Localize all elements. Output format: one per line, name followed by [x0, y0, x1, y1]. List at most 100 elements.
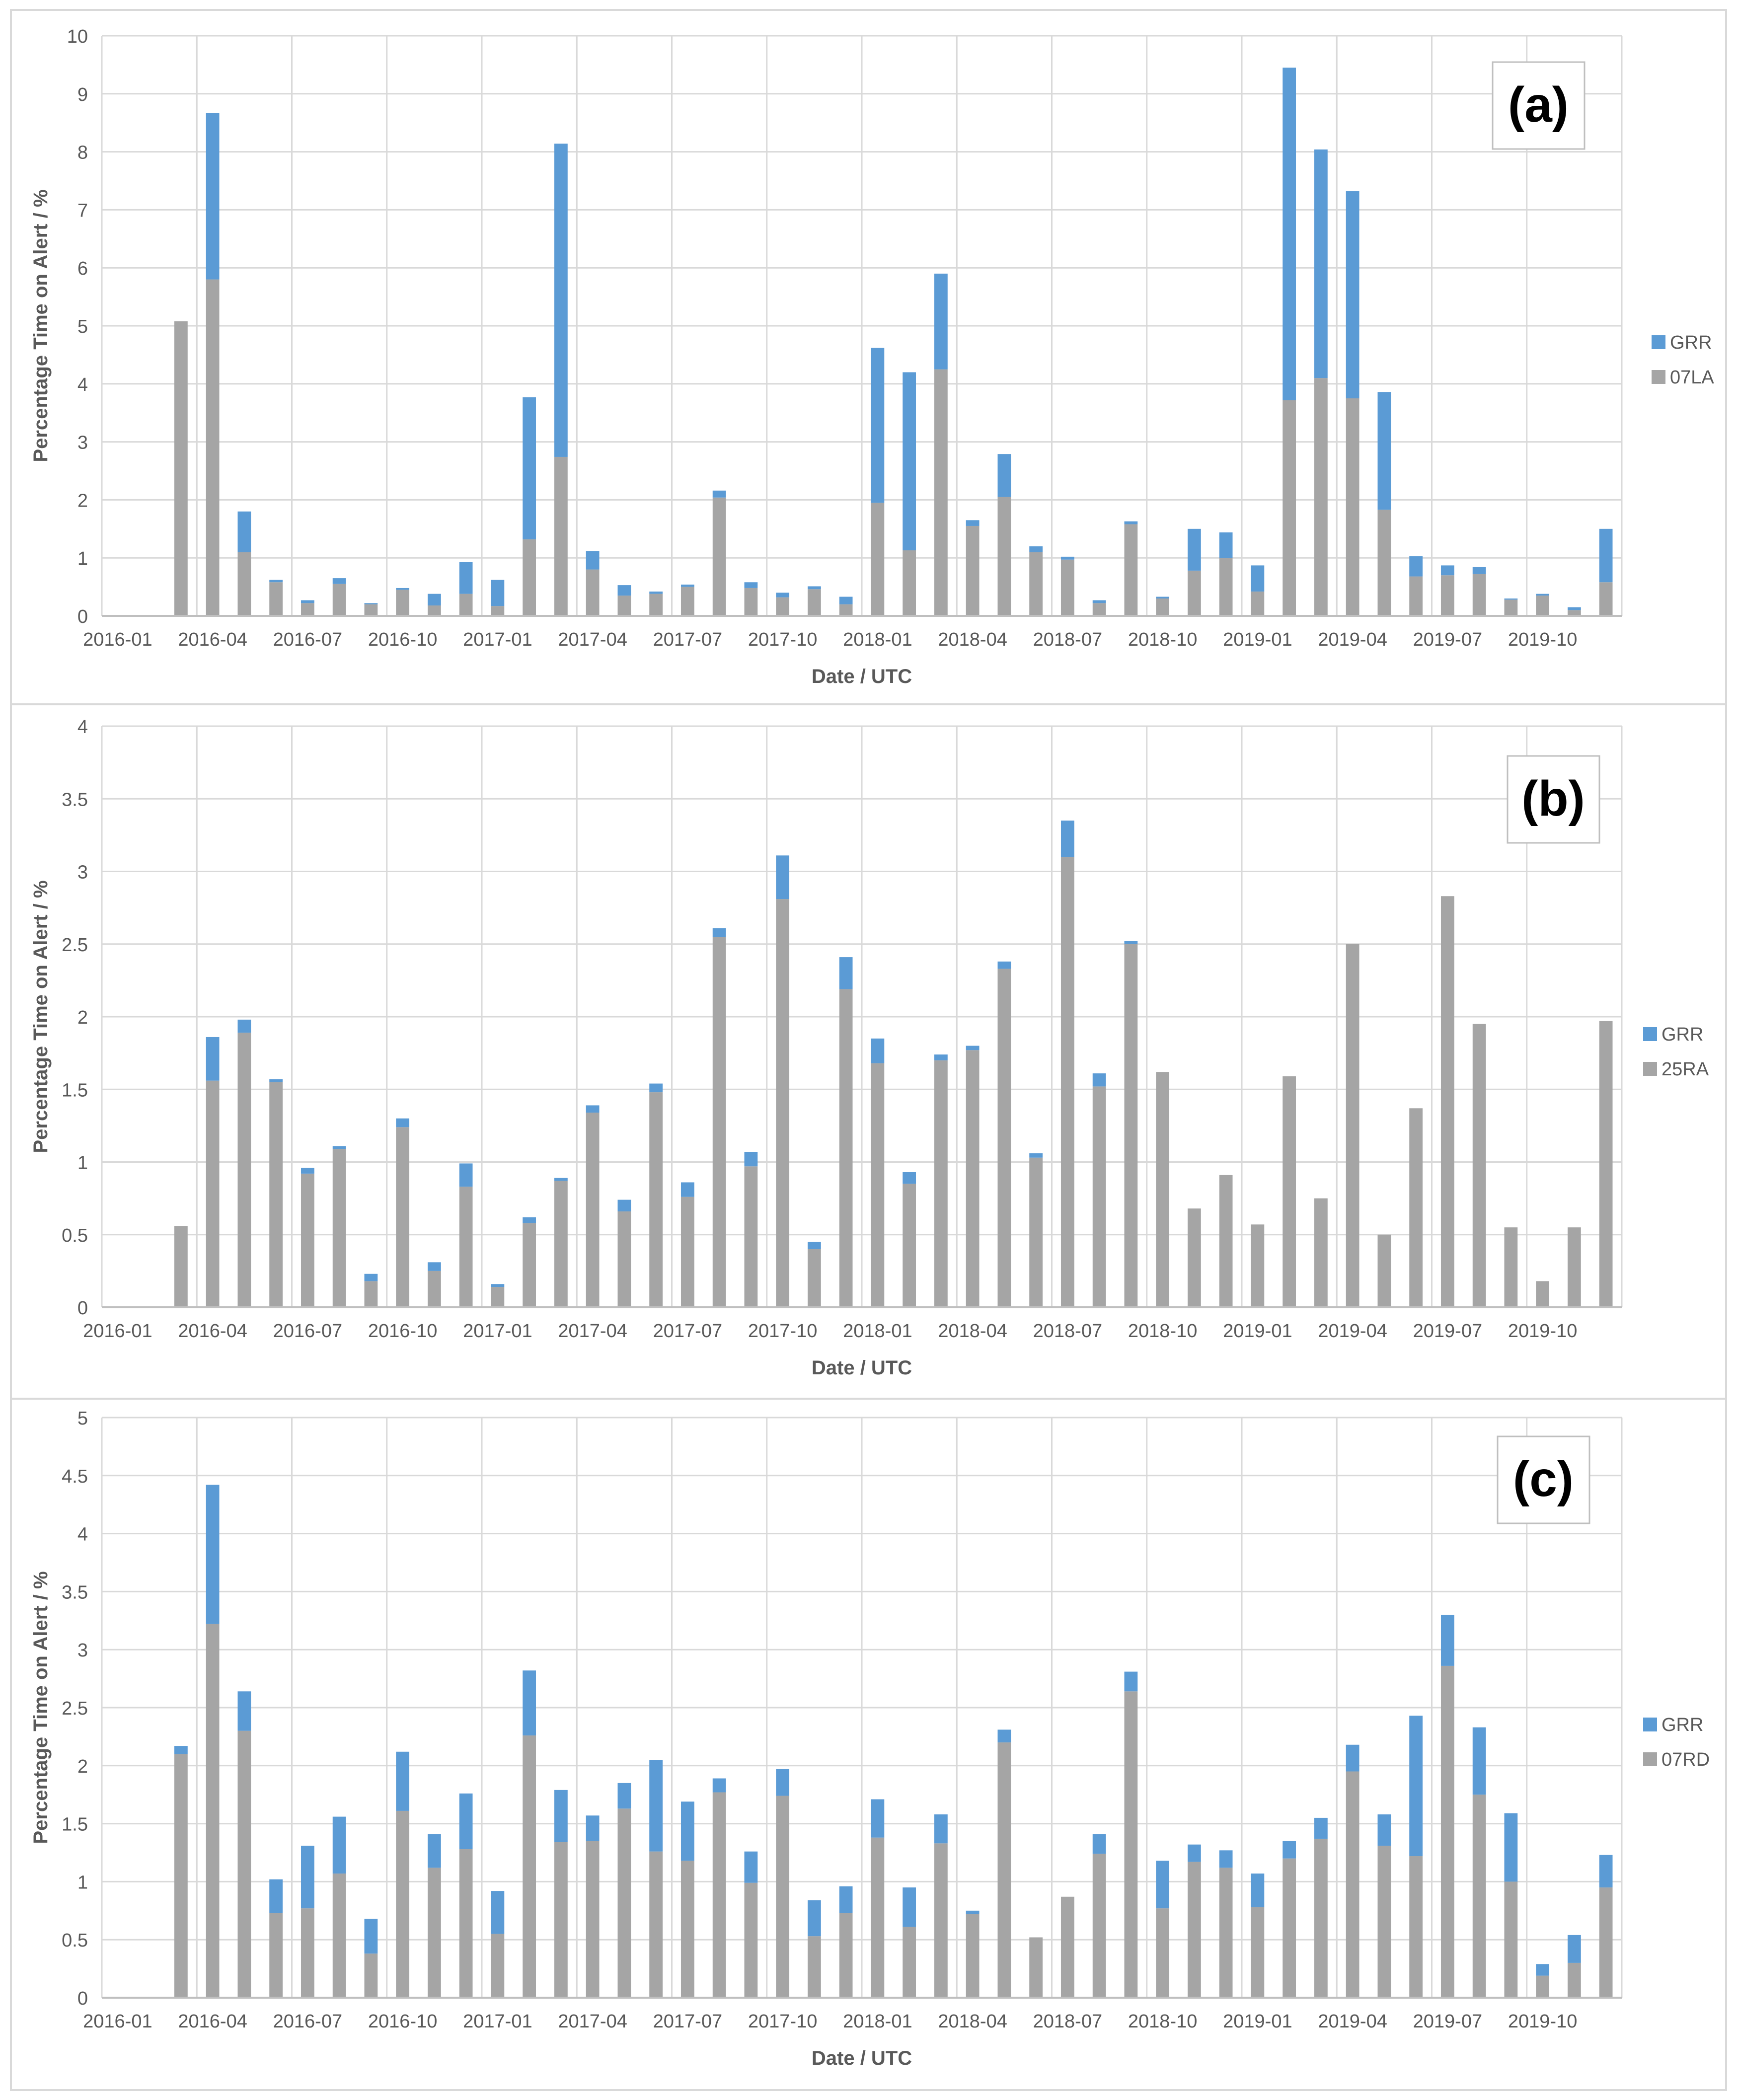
panel-c-y-tick-label: 4: [77, 1524, 88, 1545]
panel-c-bar-07rd-2018-10: [1156, 1908, 1170, 1998]
panel-c-bar-grr-2019-08: [1472, 1727, 1486, 1795]
panel-b-bar-grr-2017-05: [617, 1200, 631, 1211]
panel-a-bar-grr-2017-02: [523, 397, 536, 539]
panel-b-bar-25ra-2017-01: [491, 1287, 505, 1307]
panel-c-y-tick-label: 0: [77, 1988, 88, 2009]
panel-a-bar-grr-2018-09: [1124, 521, 1138, 525]
panel-c-bar-grr-2018-01: [871, 1799, 885, 1838]
panel-b-bar-25ra-2019-05: [1377, 1234, 1391, 1307]
panel-b-bar-25ra-2017-02: [523, 1223, 536, 1307]
panel-b-bar-grr-2016-12: [459, 1163, 473, 1187]
panel-a-bar-07la-2016-07: [301, 603, 314, 616]
panel-c-legend: GRR 07RD: [1643, 1715, 1710, 1770]
panel-b-bar-25ra-2016-11: [427, 1271, 441, 1307]
panel-a-y-tick-label: 9: [77, 84, 88, 105]
panel-c-label: (c): [1513, 1451, 1574, 1507]
panel-c-bar-07rd-2017-02: [523, 1735, 536, 1998]
panel-c-bars: [174, 1485, 1613, 1998]
panel-b-bar-grr-2017-03: [554, 1178, 568, 1181]
panel-c-bar-grr-2018-09: [1124, 1671, 1138, 1692]
panel-c-x-tick-label: 2018-04: [938, 2011, 1007, 2032]
panel-a-bar-07la-2019-11: [1567, 610, 1581, 616]
panel-c-y-tick-label: 4.5: [62, 1466, 88, 1487]
panel-a-y-tick-label: 10: [67, 26, 88, 47]
panel-a-bar-grr-2018-12: [1219, 532, 1233, 558]
panel-a-bar-grr-2018-03: [934, 273, 948, 370]
panel-b-y-axis-label: Percentage Time on Alert / %: [30, 880, 52, 1153]
panel-a-bar-grr-2017-07: [680, 584, 694, 587]
panel-a-legend: GRR 07LA: [1652, 332, 1714, 388]
panel-a-bar-grr-2016-08: [332, 578, 346, 584]
panel-c-x-tick-label: 2019-10: [1508, 2011, 1577, 2032]
panel-a-bar-07la-2017-03: [554, 456, 568, 616]
panel-b-y-tick-label: 4: [77, 717, 88, 738]
panel-a-bar-grr-2017-06: [649, 591, 663, 594]
panel-a-bar-07la-2018-11: [1187, 570, 1201, 616]
panel-a-bar-grr-2018-06: [1029, 546, 1043, 552]
panel-a-bar-grr-2018-08: [1092, 600, 1106, 603]
panel-b-legend: GRR 25RA: [1643, 1024, 1709, 1080]
panel-b-y-tick-label: 0: [77, 1298, 88, 1319]
panel-a-y-tick-label: 5: [77, 316, 88, 337]
panel-b-bar-25ra-2019-12: [1599, 1021, 1613, 1307]
panel-a-bar-07la-2019-04: [1346, 398, 1359, 616]
panel-b-bar-grr-2016-08: [332, 1146, 346, 1149]
panel-a-bar-07la-2019-10: [1536, 596, 1550, 616]
panel-b-x-tick-label: 2017-07: [653, 1321, 722, 1342]
panel-b-bar-25ra-2016-05: [237, 1033, 251, 1307]
panel-b-x-tick-label: 2018-10: [1128, 1321, 1197, 1342]
panel-c-y-tick-label: 2.5: [62, 1698, 88, 1719]
panel-b-bar-25ra-2018-07: [1060, 857, 1074, 1307]
panel-b: 00.511.522.533.54 2016-01 2016-04 2016-07 2…: [10, 703, 1727, 1400]
panel-b-bar-grr-2017-11: [807, 1242, 821, 1249]
panel-a-y-tick-label: 0: [77, 606, 88, 627]
panel-a-bar-07la-2016-12: [459, 594, 473, 616]
panel-c-x-tick-label: 2019-01: [1223, 2011, 1292, 2032]
panel-b-bar-25ra-2019-01: [1251, 1224, 1265, 1307]
panel-a-y-tick-label: 4: [77, 375, 88, 395]
panel-b-bar-25ra-2016-09: [364, 1281, 378, 1307]
panel-a-bar-grr-2019-10: [1536, 594, 1550, 596]
panel-a-y-tick-label: 3: [77, 433, 88, 453]
panel-c-bar-07rd-2017-08: [712, 1792, 726, 1998]
panel-c-x-tick-label: 2017-04: [558, 2011, 627, 2032]
panel-a-legend-grr-swatch: [1652, 335, 1665, 349]
panel-b-bar-25ra-2016-08: [332, 1149, 346, 1307]
panel-c-bar-07rd-2018-05: [997, 1742, 1011, 1998]
panel-b-x-axis-label: Date / UTC: [812, 1357, 912, 1379]
panel-b-bar-grr-2017-06: [649, 1083, 663, 1093]
panel-c-bar-grr-2017-06: [649, 1760, 663, 1852]
panel-a-y-ticks: 0 1 2 3 4 5 6 7 8 9 10: [67, 26, 88, 627]
panel-b-bar-grr-2016-07: [301, 1168, 314, 1174]
panel-b-x-tick-label: 2016-07: [273, 1321, 342, 1342]
panel-b-bar-25ra-2017-07: [680, 1197, 694, 1307]
panel-a-x-tick-label: 2016-07: [273, 629, 342, 650]
panel-b-legend-grr-label: GRR: [1661, 1024, 1703, 1045]
panel-c-bar-07rd-2017-01: [491, 1934, 505, 1998]
panel-c-bar-07rd-2019-05: [1377, 1845, 1391, 1998]
panel-b-bar-25ra-2018-09: [1124, 944, 1138, 1307]
panel-c-bar-07rd-2019-10: [1536, 1975, 1550, 1998]
panel-a-bar-07la-2017-10: [776, 597, 790, 616]
panel-b-legend-base-swatch: [1643, 1062, 1657, 1076]
panel-a-bar-07la-2016-08: [332, 584, 346, 616]
panel-b-bar-25ra-2017-08: [712, 937, 726, 1307]
panel-b-bar-grr-2016-05: [237, 1019, 251, 1033]
panel-c-bar-07rd-2018-03: [934, 1843, 948, 1998]
panel-c-bar-grr-2016-04: [206, 1485, 220, 1624]
panel-c-y-tick-label: 2: [77, 1756, 88, 1777]
panel-a-bar-grr-2019-09: [1504, 598, 1518, 600]
panel-c-bar-grr-2016-05: [237, 1691, 251, 1731]
panel-c-bar-07rd-2016-12: [459, 1849, 473, 1998]
panel-a-x-tick-label: 2017-07: [653, 629, 722, 650]
panel-c-bar-07rd-2018-04: [966, 1914, 980, 1998]
panel-a-x-axis-label: Date / UTC: [812, 666, 912, 687]
panel-b-y-ticks: 0 0.5 1 1.5 2 2.5 3 3.5 4: [62, 717, 88, 1319]
panel-b-bars: [174, 821, 1613, 1307]
panel-a-bar-07la-2019-02: [1283, 400, 1296, 616]
panel-b-bar-25ra-2019-11: [1567, 1227, 1581, 1307]
panel-c-bar-grr-2017-01: [491, 1891, 505, 1934]
panel-b-y-tick-label: 1: [77, 1153, 88, 1174]
panel-c-bar-grr-2019-02: [1283, 1841, 1296, 1859]
panel-b-bar-25ra-2017-05: [617, 1211, 631, 1307]
